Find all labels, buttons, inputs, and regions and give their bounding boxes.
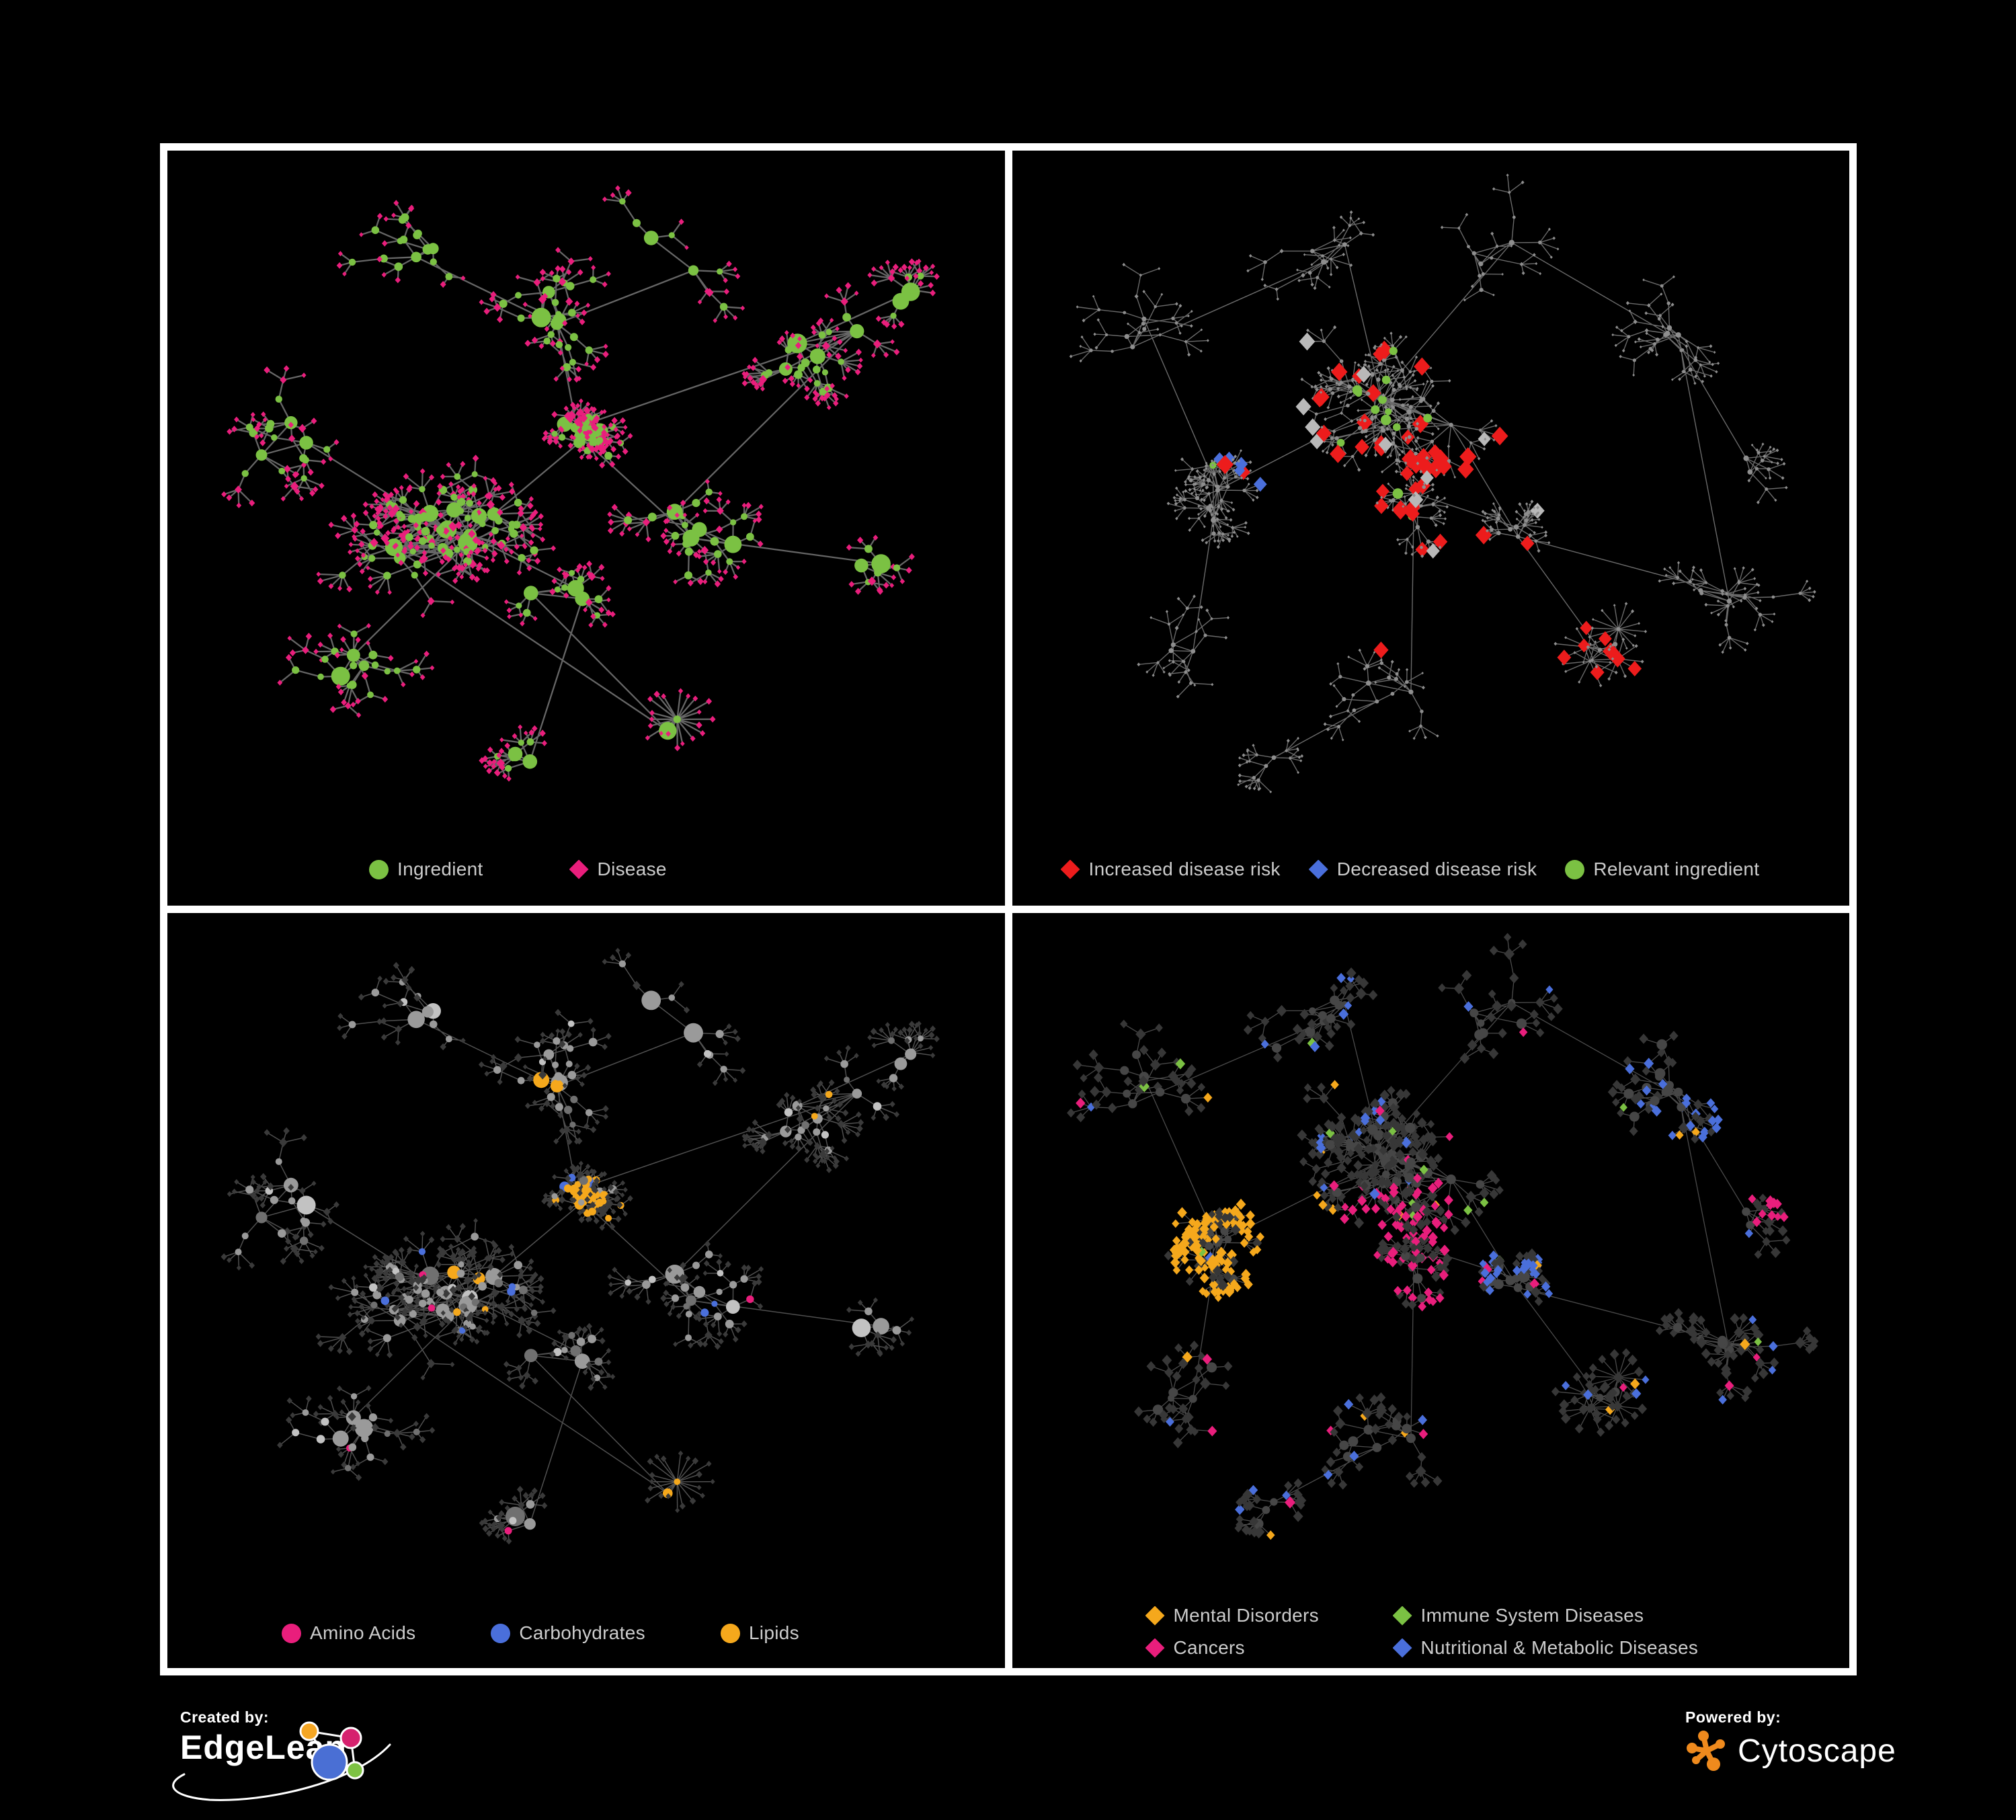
legend-label: Amino Acids [310,1622,416,1643]
network-ingredient-disease [221,185,940,782]
cytoscape-wordmark: Cytoscape [1738,1733,1896,1769]
created-by-block: Created by: EdgeLeap [172,1708,422,1809]
cytoscape-brand-row: Cytoscape [1685,1729,1896,1772]
legend-label: Relevant ingredient [1593,859,1760,879]
legend-label: Carbohydrates [519,1622,645,1643]
legend-item-mental-disorders: Mental Disorders [1145,1605,1393,1626]
legend-item-cancers: Cancers [1145,1637,1393,1659]
legend-item-decreased-risk: Decreased disease risk [1308,859,1537,880]
powered-by-label: Powered by: [1685,1708,1781,1726]
created-by-label: Created by: [180,1708,270,1726]
edgeleap-network-logo-icon [299,1721,364,1781]
legend-item-immune-diseases: Immune System Diseases [1392,1605,1699,1626]
panel-grid: Ingredient Disease Increased disease ris… [160,143,1857,1675]
panel-nutrient-classes: Amino Acids Carbohydrates Lipids [167,913,1005,1668]
legend-disease-risk: Increased disease risk Decreased disease… [1060,859,1760,880]
legend-label: Ingredient [397,859,483,879]
mental-disorders-diamond-icon [1145,1606,1165,1626]
network-disease-categories [1066,933,1818,1540]
cytoscape-logo-icon [1687,1731,1725,1771]
decreased-risk-diamond-icon [1308,859,1328,879]
powered-by-block: Powered by: Cytoscape [1685,1708,1896,1789]
legend-item-ingredient: Ingredient [369,859,483,880]
lipids-circle-icon [720,1623,740,1643]
legend-label: Decreased disease risk [1336,859,1537,879]
nutritional-metabolic-diamond-icon [1392,1638,1412,1658]
immune-diseases-diamond-icon [1392,1606,1412,1626]
legend-label: Nutritional & Metabolic Diseases [1420,1637,1699,1658]
legend-label: Cancers [1173,1637,1245,1658]
legend-item-disease: Disease [569,859,667,880]
legend-label: Disease [597,859,667,879]
ingredient-circle-icon [369,859,389,879]
legend-label: Mental Disorders [1173,1605,1319,1626]
network-disease-risk [1069,173,1816,793]
carbohydrates-circle-icon [491,1623,511,1643]
legend-disease-categories: Mental Disorders Immune System Diseases … [1145,1605,1699,1659]
panel-disease-categories: Mental Disorders Immune System Diseases … [1012,913,1849,1668]
legend-item-increased-risk: Increased disease risk [1060,859,1281,880]
network-nutrient-classes [220,947,940,1545]
disease-diamond-icon [569,859,589,879]
panel-disease-risk: Increased disease risk Decreased disease… [1012,151,1849,906]
legend-item-amino-acids: Amino Acids [282,1622,415,1644]
legend-item-lipids: Lipids [720,1622,799,1644]
legend-nutrient-classes: Amino Acids Carbohydrates Lipids [282,1622,799,1644]
cancers-diamond-icon [1145,1638,1165,1658]
amino-acids-circle-icon [282,1623,301,1643]
legend-item-relevant-ingredient: Relevant ingredient [1565,859,1759,880]
legend-label: Immune System Diseases [1420,1605,1644,1626]
legend-ingredient-disease: Ingredient Disease [369,859,667,880]
legend-item-carbohydrates: Carbohydrates [491,1622,645,1644]
relevant-ingredient-circle-icon [1565,859,1585,879]
increased-risk-diamond-icon [1060,859,1080,879]
legend-label: Increased disease risk [1088,859,1281,879]
legend-item-nutritional-metabolic: Nutritional & Metabolic Diseases [1392,1637,1699,1659]
legend-label: Lipids [748,1622,799,1643]
panel-ingredient-disease: Ingredient Disease [167,151,1005,906]
